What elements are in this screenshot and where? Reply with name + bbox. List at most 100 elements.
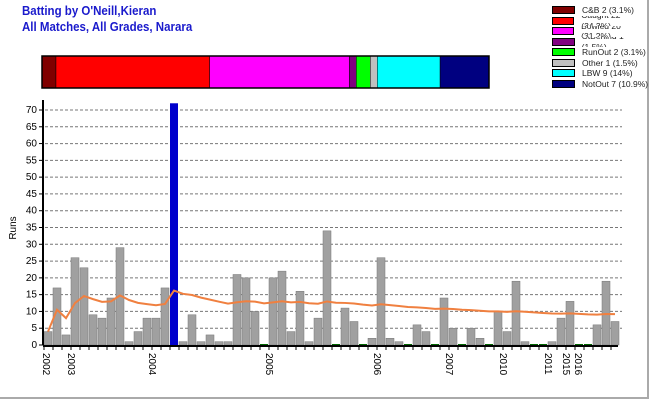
chart-subtitle: All Matches, All Grades, Narara [22, 20, 193, 34]
run-bar [511, 280, 521, 346]
run-bar [151, 317, 161, 346]
run-bar [556, 317, 566, 346]
x-tick-label: 2002 [40, 353, 51, 376]
run-bar [170, 103, 178, 346]
run-bar [412, 324, 422, 346]
x-tick-label: 2015 [560, 353, 571, 376]
run-bar [142, 317, 152, 346]
run-bar [79, 267, 89, 346]
dismissal-segment [370, 55, 378, 89]
legend-swatch [552, 69, 575, 78]
y-tick-label: 30 [26, 239, 38, 250]
y-tick-label: 65 [26, 122, 38, 133]
run-bar [394, 341, 404, 346]
y-tick-label: 0 [31, 340, 37, 351]
run-bar [61, 334, 71, 346]
legend-label: Bowled 20 (31.2%) [581, 26, 621, 37]
x-tick-label: 2005 [263, 353, 274, 376]
run-bar [286, 331, 296, 346]
legend-item: NotOut 7 (10.9%) [552, 79, 650, 90]
run-bar [250, 311, 260, 346]
run-bar [196, 341, 206, 346]
legend-item: C&B 2 (3.1%) [552, 5, 650, 16]
run-bar [493, 311, 503, 346]
legend-swatch [552, 48, 575, 57]
chart-title: Batting by O'Neill,Kieran [22, 4, 157, 18]
legend-label: NotOut 7 (10.9%) [582, 78, 649, 89]
dismissal-legend: C&B 2 (3.1%)Caught 22 (34.3%)Bowled 20 (… [552, 5, 650, 89]
legend-label: RunOut 2 (3.1%) [582, 47, 646, 57]
run-bar [97, 317, 107, 346]
y-tick-label: 5 [31, 323, 37, 334]
run-bar [475, 338, 485, 346]
run-bar [241, 277, 251, 346]
run-bar [205, 334, 215, 346]
legend-swatch [552, 58, 575, 67]
x-tick-label: 2003 [65, 353, 76, 376]
y-tick-label: 70 [26, 105, 38, 116]
dismissal-segment [439, 55, 490, 89]
y-tick-label: 20 [26, 273, 38, 284]
legend-swatch [552, 79, 575, 88]
y-tick-label: 35 [26, 223, 38, 234]
x-tick-label: 2006 [371, 353, 382, 376]
legend-item: Other 1 (1.5%) [552, 58, 650, 69]
legend-item: Caught 22 (34.3%) [552, 16, 650, 27]
y-tick-label: 15 [26, 290, 38, 301]
run-bar [520, 341, 530, 346]
y-tick-label: 40 [26, 206, 38, 217]
y-tick-label: 55 [26, 155, 38, 166]
y-tick-label: 60 [26, 139, 38, 150]
run-bar [295, 291, 305, 346]
x-tick-label: 2007 [443, 353, 454, 376]
y-axis-label: Runs [8, 216, 19, 239]
y-tick-label: 25 [26, 256, 38, 267]
x-tick-label: 2004 [146, 353, 157, 376]
legend-label: C&B 2 (3.1%) [582, 5, 634, 15]
legend-swatch [552, 27, 575, 36]
legend-label: Caught 22 (34.3%) [581, 16, 620, 27]
legend-swatch [552, 6, 575, 15]
legend-item: CtBehind 1 (1.5%) [552, 37, 650, 48]
run-bar [106, 297, 116, 346]
legend-swatch [552, 16, 575, 25]
legend-label: CtBehind 1 (1.5%) [581, 37, 624, 48]
run-bar [160, 287, 170, 346]
run-bar [322, 230, 332, 346]
y-tick-label: 10 [26, 306, 38, 317]
run-bar [133, 331, 143, 346]
y-tick-label: 45 [26, 189, 38, 200]
run-bar [277, 270, 287, 346]
dismissal-segment [55, 55, 210, 89]
run-bar [223, 341, 233, 346]
run-bar [367, 338, 377, 346]
legend-item: RunOut 2 (3.1%) [552, 47, 650, 58]
legend-item: Bowled 20 (31.2%) [552, 26, 650, 37]
x-tick-label: 2010 [497, 353, 508, 376]
run-bar [439, 297, 449, 346]
run-bar [187, 314, 197, 346]
run-bar [502, 331, 512, 346]
dismissal-segment [377, 55, 441, 89]
run-bar [178, 341, 188, 346]
legend-item: LBW 9 (14%) [552, 68, 650, 79]
average-line [47, 289, 616, 332]
run-bar [466, 327, 476, 346]
run-bar [124, 341, 134, 346]
dismissal-segment [41, 55, 57, 89]
run-bar [448, 327, 458, 346]
run-bar [268, 277, 278, 346]
run-bar [88, 314, 98, 346]
run-bar [349, 321, 359, 346]
run-bar [592, 324, 602, 346]
dismissal-segment [209, 55, 350, 89]
legend-label: LBW 9 (14%) [582, 68, 633, 78]
run-bar [43, 331, 53, 346]
run-bar [385, 338, 395, 346]
x-tick-label: 2011 [542, 353, 553, 375]
run-bar [376, 257, 386, 346]
dismissal-segment [349, 55, 357, 89]
y-tick-label: 50 [26, 172, 38, 183]
